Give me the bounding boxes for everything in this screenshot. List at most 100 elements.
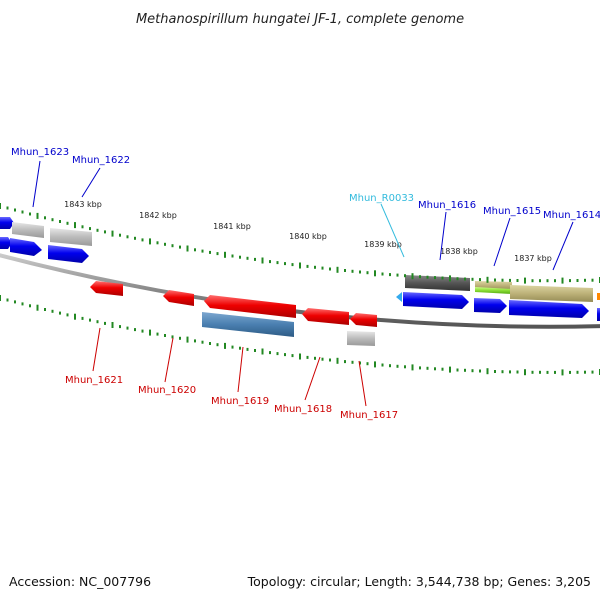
minor-tick [216,252,219,256]
minor-tick [276,261,279,265]
feature-block[interactable] [597,293,600,300]
minor-tick [44,216,46,220]
major-tick [74,313,76,320]
major-tick [0,295,1,301]
label-leader-line [380,203,405,258]
major-tick [411,273,414,280]
scale-label: 1842 kbp [139,211,177,220]
minor-tick [284,353,286,357]
gene-label[interactable]: Mhun_1621 [65,375,123,386]
gene-arrow[interactable] [204,295,296,318]
rna-marker[interactable] [396,292,402,302]
minor-tick [569,370,571,374]
minor-tick [231,345,234,349]
map-title: Methanospirillum hungatei JF-1, complete… [136,12,464,27]
minor-tick [306,355,309,359]
label-leader-line [237,346,244,393]
minor-tick [89,318,91,322]
gene-arrow[interactable] [302,308,349,325]
gene-label[interactable]: Mhun_1619 [211,396,269,407]
major-tick [261,348,264,355]
gene-label[interactable]: Mhun_1620 [138,385,196,396]
minor-tick [96,228,99,232]
minor-tick [164,334,166,337]
minor-tick [6,206,9,210]
minor-tick [471,277,474,281]
major-tick [524,277,526,284]
minor-tick [584,278,586,282]
minor-tick [104,321,106,325]
feature-block[interactable] [50,228,92,246]
minor-tick [81,225,84,229]
gene-arrow[interactable] [403,292,469,309]
gene-label[interactable]: Mhun_1614 [543,210,600,221]
minor-tick [51,218,54,222]
gene-arrow[interactable] [509,300,589,318]
minor-tick [479,278,481,282]
minor-tick [239,346,241,350]
feature-block[interactable] [347,331,375,346]
gene-arrow[interactable] [350,313,377,327]
minor-tick [119,325,121,329]
gene-arrow[interactable] [48,245,89,263]
minor-tick [89,227,91,231]
gene-arrow[interactable] [90,281,123,296]
feature-block[interactable] [510,285,593,302]
label-leader-line [32,160,41,208]
minor-tick [381,363,384,367]
feature-block[interactable] [405,275,470,291]
major-tick [374,361,376,368]
minor-tick [96,320,99,324]
minor-tick [21,302,24,306]
minor-tick [389,364,391,368]
minor-tick [291,263,294,267]
minor-tick [141,238,144,242]
gene-label[interactable]: Mhun_1616 [418,200,476,211]
scale-ticks-reverse [0,295,600,376]
minor-tick [494,370,496,373]
scale-ticks-forward [0,203,600,284]
minor-tick [381,272,384,276]
minor-tick [344,269,346,272]
gene-label[interactable]: Mhun_R0033 [349,193,414,204]
scale-labels: 1843 kbp 1842 kbp 1841 kbp 1840 kbp 1839… [64,200,552,263]
major-tick [111,230,114,237]
gene-label[interactable]: Mhun_1617 [340,410,398,421]
minor-tick [239,255,241,259]
minor-tick [291,354,294,358]
minor-tick [584,370,586,374]
gene-arrow[interactable] [10,238,42,256]
major-tick [524,369,526,376]
gene-arrow[interactable] [597,308,600,321]
minor-tick [531,279,534,283]
minor-tick [6,298,9,302]
feature-block[interactable] [475,287,512,294]
gene-arrow[interactable] [474,298,507,313]
forward-gene-labels: Mhun_1623 Mhun_1622 Mhun_R0033 Mhun_1616… [11,147,600,271]
minor-tick [314,356,316,360]
gene-arrow[interactable] [0,237,12,249]
feature-block[interactable] [202,312,294,337]
minor-tick [81,316,84,320]
label-leader-line [164,337,174,383]
minor-tick [284,262,286,266]
gene-arrow[interactable] [163,290,194,306]
minor-tick [546,370,549,374]
minor-tick [396,364,399,368]
label-leader-line [358,360,367,407]
minor-tick [366,271,369,275]
minor-tick [119,233,121,237]
minor-tick [156,241,159,245]
gene-label[interactable]: Mhun_1623 [11,147,69,158]
minor-tick [419,366,421,370]
gene-label[interactable]: Mhun_1618 [274,404,332,415]
major-tick [299,262,301,269]
feature-block[interactable] [12,222,44,238]
major-tick [449,275,451,282]
minor-tick [66,221,69,225]
minor-tick [569,279,571,283]
gene-arrow[interactable] [0,217,14,229]
gene-label[interactable]: Mhun_1615 [483,206,541,217]
major-tick [411,364,414,371]
gene-label[interactable]: Mhun_1622 [72,155,130,166]
